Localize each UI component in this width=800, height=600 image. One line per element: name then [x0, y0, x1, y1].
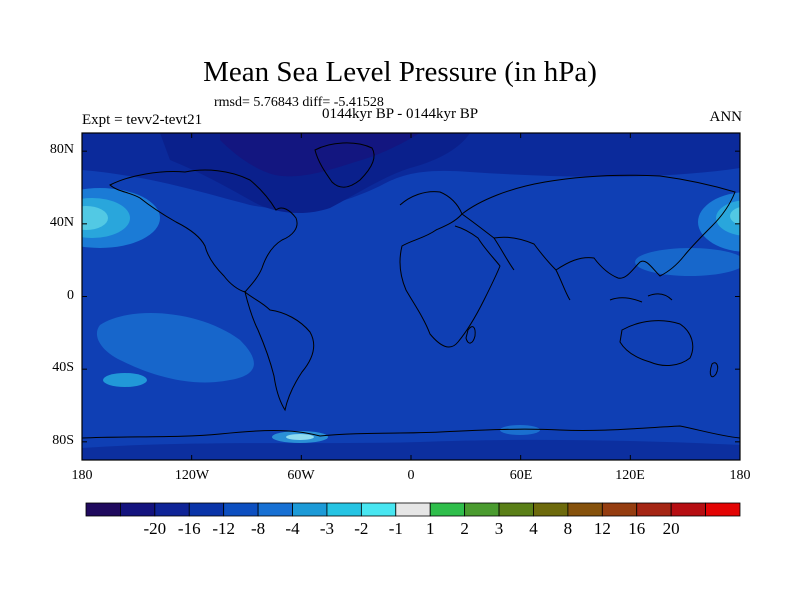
- coast-arabia-india: [493, 237, 571, 301]
- ytick-80n: 80N: [49, 142, 74, 157]
- colorbar-swatch: [636, 502, 672, 517]
- colorbar-label: 3: [494, 519, 504, 538]
- colorbar-label: 12: [593, 519, 611, 538]
- field-southern-patch-2: [500, 425, 540, 435]
- colorbar-label: -2: [354, 519, 369, 538]
- colorbar-swatch: [670, 502, 706, 517]
- experiment-label: Expt = tevv2-tevt21: [82, 112, 203, 128]
- xtick-180w: 180: [71, 468, 93, 483]
- colorbar-swatch: [601, 502, 638, 517]
- colorbar-label: -4: [285, 519, 300, 538]
- field-antarctic-band: [82, 439, 740, 460]
- coast-madagascar: [465, 326, 476, 344]
- colorbar-swatch: [360, 502, 397, 517]
- field-pacific-tongue: [635, 248, 740, 276]
- period-label: 0144kyr BP - 0144kyr BP: [322, 106, 479, 122]
- coast-new-zealand: [709, 362, 719, 378]
- colorbar-swatch: [429, 502, 466, 517]
- xtick-0: 0: [407, 468, 415, 483]
- axis-ticks: [81, 133, 741, 460]
- colorbar-swatch: [326, 502, 362, 517]
- coast-north-america: [109, 169, 298, 293]
- colorbar-label: -1: [388, 519, 403, 538]
- colorbar-label: -8: [251, 519, 266, 538]
- coast-asia: [461, 174, 736, 279]
- ytick-40s: 40S: [52, 360, 74, 375]
- map-title: Mean Sea Level Pressure (in hPa): [203, 56, 597, 88]
- ytick-0: 0: [67, 288, 74, 303]
- xtick-60w: 60W: [287, 468, 315, 483]
- field-high-east: [698, 192, 740, 252]
- colorbar-swatch: [533, 502, 569, 517]
- colorbar-label: -20: [143, 519, 167, 538]
- colorbar-label: -3: [319, 519, 335, 538]
- coast-south-america: [244, 290, 315, 412]
- colorbar-swatch: [257, 502, 293, 517]
- field-southern-patch-core: [286, 434, 314, 440]
- colorbar-swatch: [567, 502, 603, 517]
- field-high-east-2: [716, 200, 740, 236]
- colorbar-label: 16: [628, 519, 646, 538]
- coastlines: [82, 142, 740, 439]
- colorbar-label: 8: [563, 519, 573, 538]
- ytick-80s: 80S: [52, 433, 74, 448]
- colorbar-swatch: [395, 502, 431, 517]
- xtick-180e: 180: [729, 468, 751, 483]
- colorbar-swatch: [85, 502, 121, 517]
- xtick-60e: 60E: [509, 468, 533, 483]
- coast-australia: [619, 320, 694, 366]
- colorbar-label: 20: [662, 519, 680, 538]
- field-high-west-3: [82, 206, 108, 230]
- xtick-120w: 120W: [174, 468, 210, 483]
- xtick-120e: 120E: [615, 468, 645, 483]
- coast-indonesia: [609, 293, 673, 303]
- colorbar-label: -16: [177, 519, 201, 538]
- colorbar-swatch: [498, 502, 534, 517]
- field-high-east-3: [730, 207, 740, 225]
- coast-greenland: [314, 142, 375, 188]
- field-south-pacific: [96, 313, 254, 383]
- colorbar-swatch: [705, 502, 741, 517]
- season-label: ANN: [709, 109, 743, 125]
- colorbar-label: 1: [425, 519, 435, 538]
- colorbar-swatch: [292, 502, 328, 517]
- coast-europe-africa: [399, 191, 501, 348]
- coast-antarctica: [82, 425, 740, 439]
- colorbar-swatch: [223, 502, 259, 517]
- rmsd-diff-stats: rmsd= 5.76843 diff= -5.41528: [214, 95, 384, 110]
- field-arctic-core: [220, 133, 420, 177]
- field-south-spot: [103, 373, 147, 387]
- colorbar-label: -12: [212, 519, 235, 538]
- colorbar-swatch: [464, 502, 500, 517]
- colorbar-label: 2: [460, 519, 469, 538]
- colorbar-swatch: [154, 502, 190, 517]
- ytick-40n: 40N: [49, 215, 74, 230]
- colorbar-swatch: [188, 502, 225, 517]
- colorbar-swatch: [120, 502, 156, 517]
- colorbar-label: 4: [529, 519, 538, 538]
- pressure-field: [82, 133, 740, 460]
- colorbar: [85, 502, 741, 517]
